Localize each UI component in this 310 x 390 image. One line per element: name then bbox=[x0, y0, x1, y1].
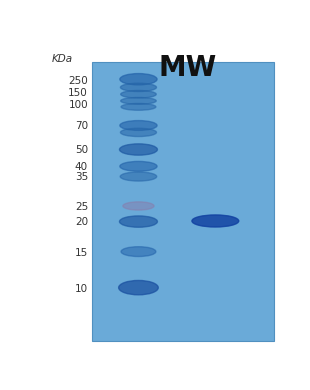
Ellipse shape bbox=[192, 215, 239, 227]
Text: 70: 70 bbox=[75, 121, 88, 131]
Text: KDa: KDa bbox=[52, 54, 73, 64]
Ellipse shape bbox=[120, 74, 157, 85]
Ellipse shape bbox=[121, 247, 156, 257]
Ellipse shape bbox=[121, 83, 157, 92]
Ellipse shape bbox=[123, 202, 154, 210]
Text: MW: MW bbox=[159, 54, 217, 82]
Ellipse shape bbox=[121, 128, 157, 136]
Text: 10: 10 bbox=[75, 284, 88, 294]
Text: 15: 15 bbox=[75, 248, 88, 257]
Text: 40: 40 bbox=[75, 162, 88, 172]
Text: 20: 20 bbox=[75, 218, 88, 227]
Text: 50: 50 bbox=[75, 145, 88, 155]
Ellipse shape bbox=[119, 144, 157, 155]
Text: 35: 35 bbox=[75, 172, 88, 183]
Ellipse shape bbox=[121, 90, 156, 98]
Ellipse shape bbox=[121, 103, 156, 110]
Text: 25: 25 bbox=[75, 202, 88, 211]
Text: 250: 250 bbox=[68, 76, 88, 86]
Ellipse shape bbox=[121, 98, 156, 104]
Ellipse shape bbox=[120, 161, 157, 171]
Text: 150: 150 bbox=[68, 89, 88, 98]
Ellipse shape bbox=[120, 172, 157, 181]
Text: 100: 100 bbox=[69, 100, 88, 110]
Ellipse shape bbox=[119, 216, 157, 227]
Ellipse shape bbox=[120, 121, 157, 130]
Bar bbox=[92, 62, 274, 341]
Ellipse shape bbox=[119, 280, 158, 295]
